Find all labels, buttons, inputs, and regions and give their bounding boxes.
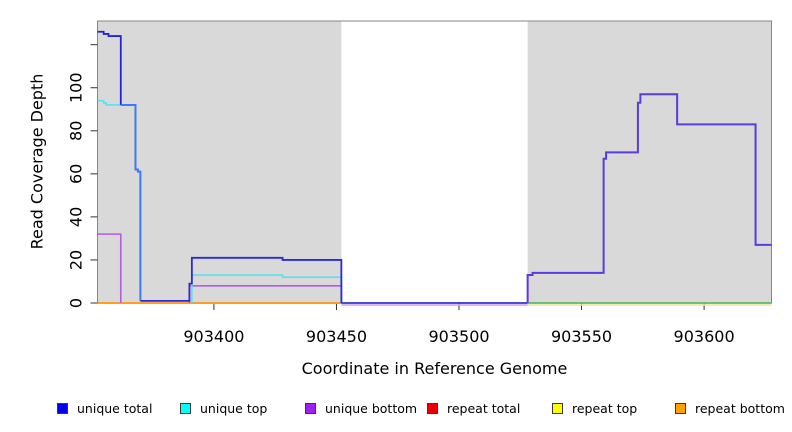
unique-total-swatch-icon — [57, 402, 68, 414]
shaded-region — [527, 21, 772, 303]
y-axis-title: Read Coverage Depth — [27, 73, 47, 250]
y-tick-label: 60 — [67, 164, 86, 184]
y-tick-label: 20 — [67, 250, 86, 270]
legend-item-repeat-top: repeat top — [552, 399, 637, 417]
x-tick-label: 903500 — [428, 327, 489, 346]
y-tick-label: 80 — [67, 121, 86, 141]
x-axis-title: Coordinate in Reference Genome — [301, 359, 568, 378]
unique-bottom-swatch-icon — [305, 402, 316, 414]
repeat-top-swatch-icon — [552, 402, 563, 414]
legend-label: repeat top — [572, 400, 638, 416]
series-segment-cyan-92-level — [97, 99, 124, 106]
x-tick-label: 903400 — [183, 327, 244, 346]
series-segment-blue-mid — [140, 256, 343, 303]
series-segment-violet-right — [526, 93, 772, 303]
legend-item-repeat-total: repeat total — [427, 399, 520, 417]
legend-label: unique total — [77, 400, 153, 416]
shaded-region — [97, 21, 342, 303]
x-tick-label: 903450 — [306, 327, 367, 346]
legend: unique total unique top unique bottom re… — [0, 399, 792, 417]
legend-item-unique-top: unique top — [180, 399, 267, 417]
y-tick-label: 0 — [67, 298, 86, 308]
legend-item-repeat-bottom: repeat bottom — [675, 399, 785, 417]
unique-top-swatch-icon — [180, 402, 191, 414]
legend-label: repeat bottom — [695, 400, 785, 416]
legend-label: repeat total — [447, 400, 521, 416]
legend-label: unique bottom — [325, 400, 418, 416]
repeat-bottom-swatch-icon — [675, 402, 686, 414]
series-segment-blue-top — [97, 30, 122, 105]
y-tick-label: 100 — [67, 72, 86, 103]
x-tick-label: 903600 — [674, 327, 735, 346]
series-segment-purple-32-level — [97, 233, 122, 303]
repeat-total-swatch-icon — [427, 402, 438, 414]
legend-label: unique top — [200, 400, 268, 416]
x-tick-label: 903550 — [551, 327, 612, 346]
legend-item-unique-total: unique total — [57, 399, 152, 417]
y-tick-label: 40 — [67, 207, 86, 227]
legend-item-unique-bottom: unique bottom — [305, 399, 417, 417]
series-segment-blue-descent — [120, 103, 142, 301]
